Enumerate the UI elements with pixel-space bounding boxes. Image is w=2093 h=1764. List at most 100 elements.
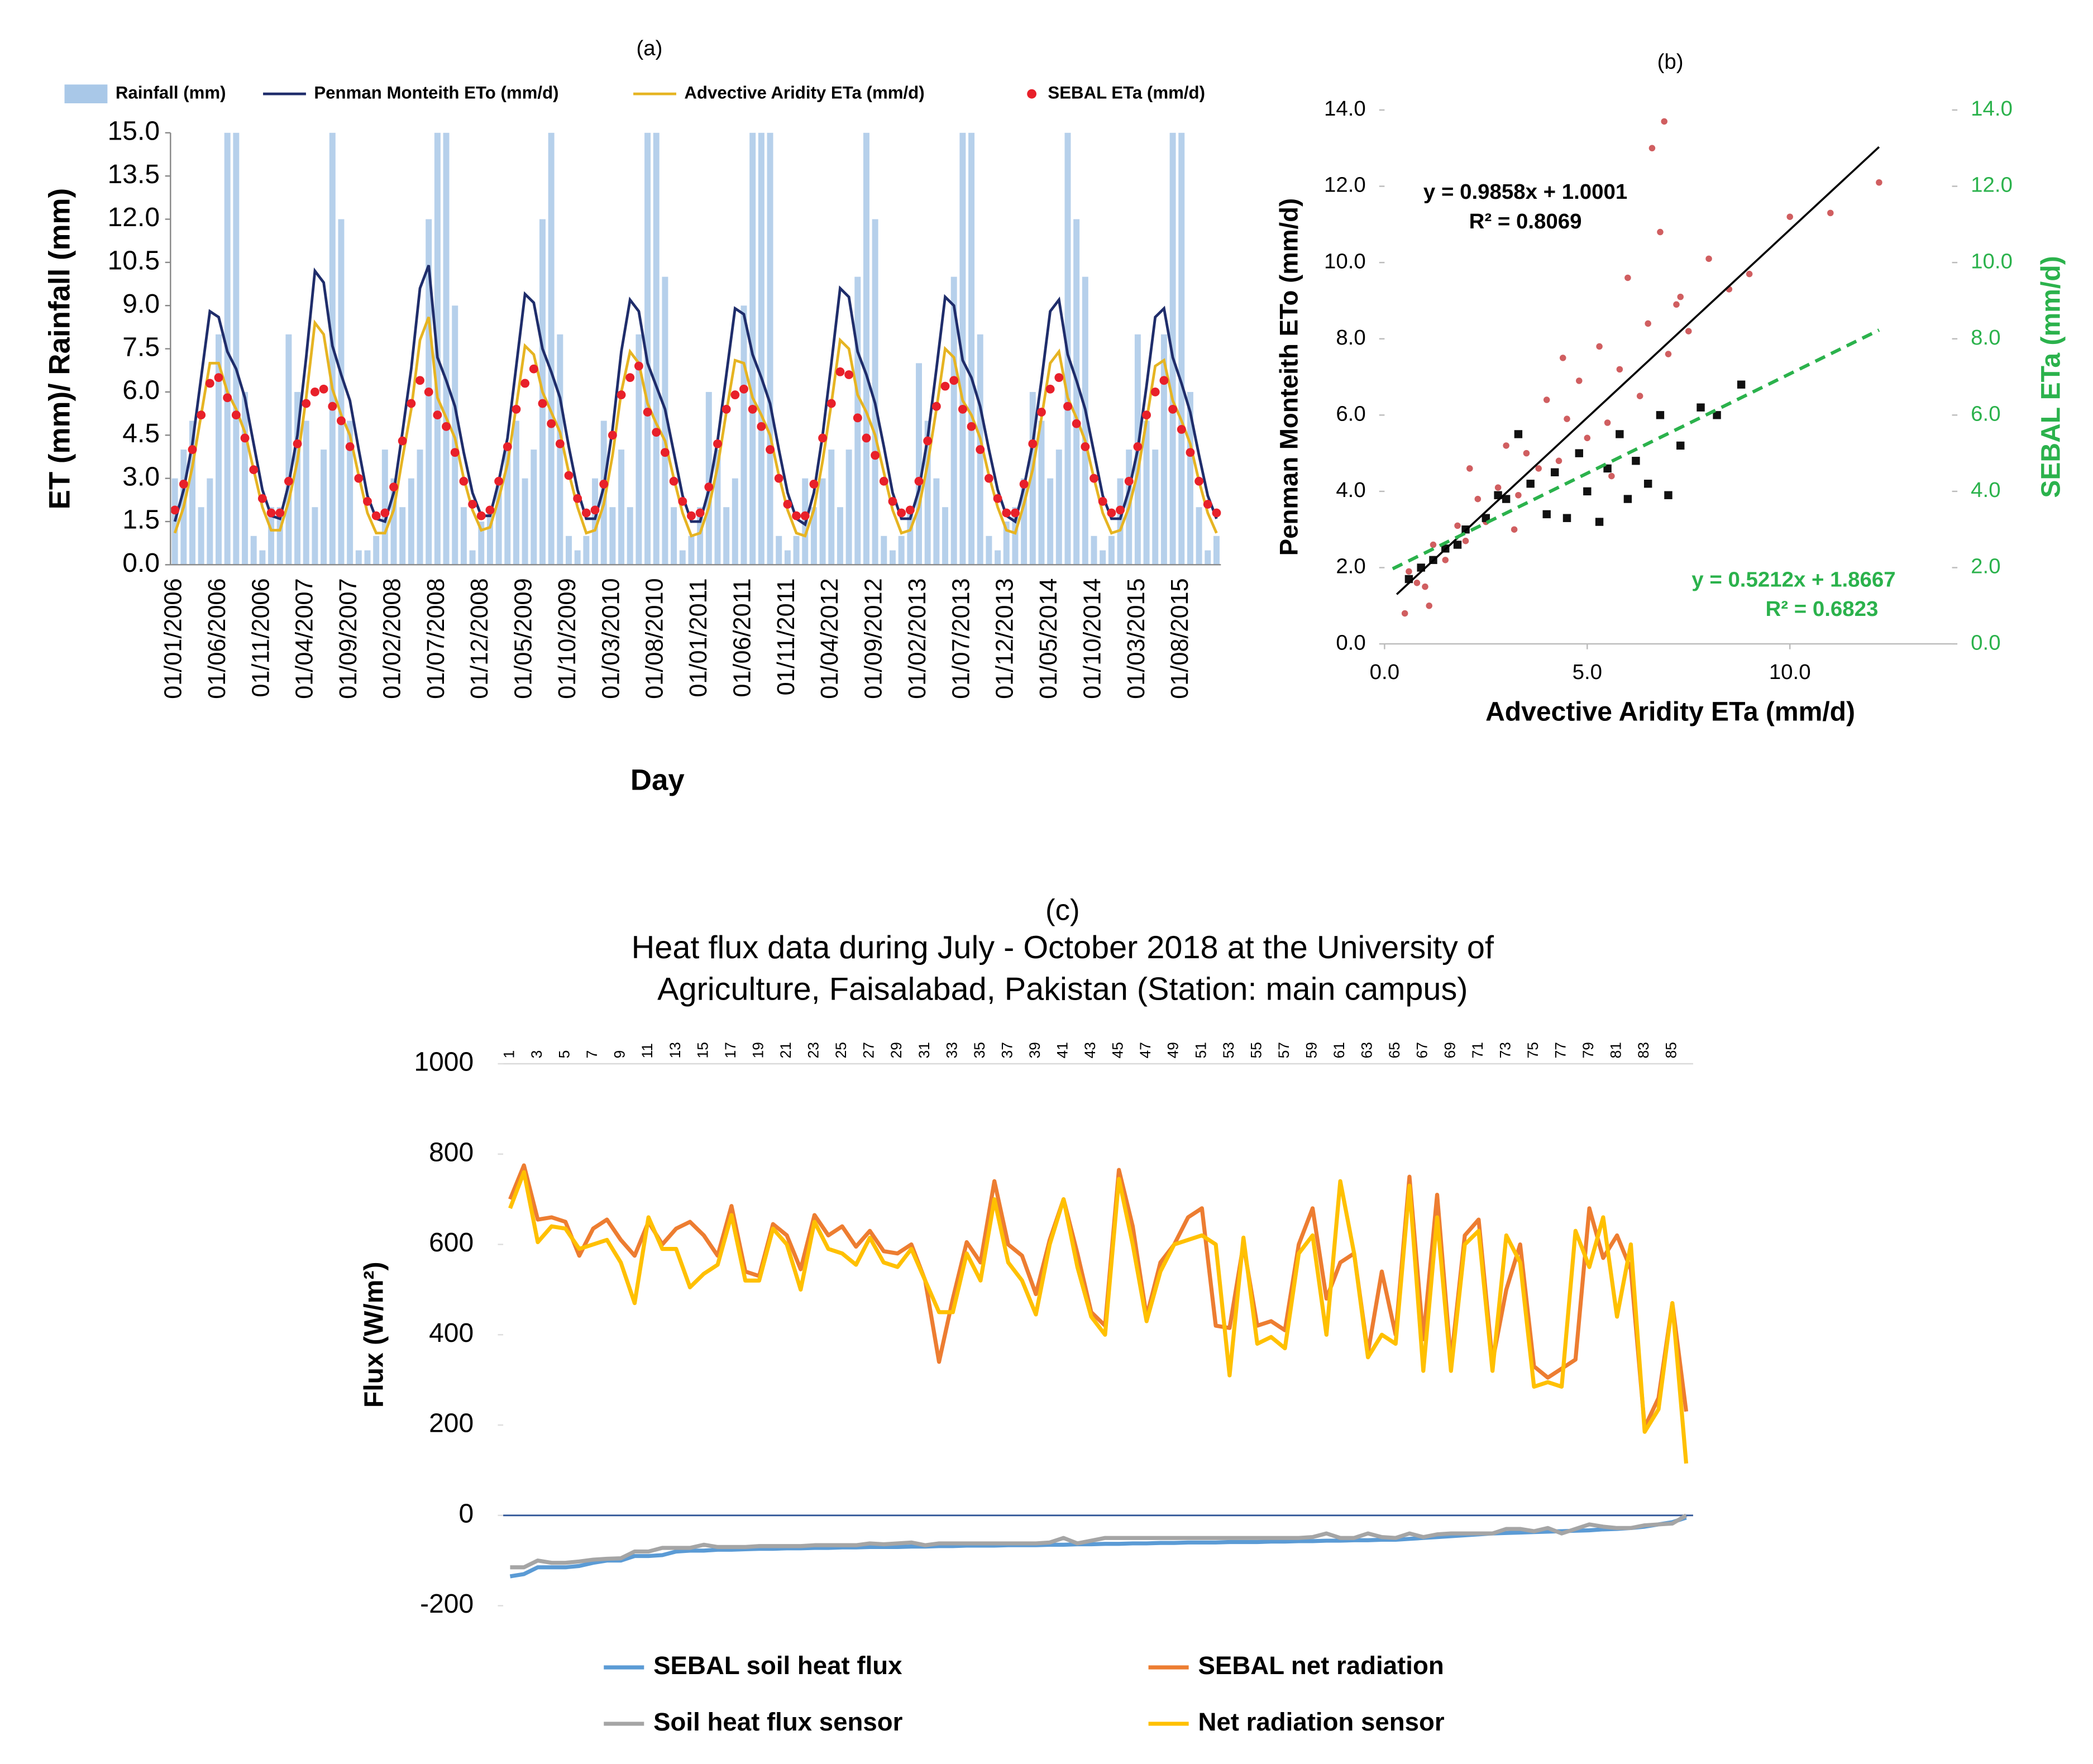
series-dot [844, 370, 854, 379]
rain-bar [679, 550, 686, 565]
y-tick-label: 1.5 [122, 505, 160, 535]
rain-bar [399, 507, 406, 565]
y-tick-label: 14.0 [1324, 97, 1366, 121]
series-dot [179, 480, 188, 489]
series-dot [407, 399, 416, 408]
point [1643, 480, 1652, 488]
series-dot [494, 476, 504, 486]
series-dot [748, 404, 757, 414]
y2-tick-label: 6.0 [1971, 401, 2000, 426]
y2-tick-label: 2.0 [1971, 554, 2000, 579]
rain-bar [408, 478, 414, 565]
rain-bar [216, 334, 222, 565]
rain-bar [723, 507, 730, 565]
series-dot [564, 471, 574, 480]
legend-label: SEBAL ETa (mm/d) [1048, 83, 1205, 102]
x-tick-label: 67 [1414, 1042, 1431, 1058]
x-tick-label: 49 [1165, 1042, 1182, 1058]
legend-swatch [1027, 89, 1036, 99]
y-tick-label: 9.0 [122, 289, 160, 319]
rain-bar [924, 420, 931, 565]
x-tick-label: 01/11/2011 [773, 578, 800, 695]
x-tick-label: 77 [1552, 1042, 1569, 1058]
point [1514, 430, 1523, 438]
x-tick-label: 01/10/2014 [1079, 578, 1106, 699]
x-tick-label: 01/12/2008 [466, 578, 493, 699]
rain-bar [574, 550, 581, 565]
series-dot [687, 511, 696, 520]
x-tick-label: 83 [1635, 1042, 1652, 1058]
x-tick-label: 37 [998, 1042, 1015, 1058]
rain-bar [268, 507, 275, 565]
point [1661, 118, 1667, 125]
y-tick-label: 15.0 [108, 117, 160, 146]
series-dot [669, 476, 678, 486]
x-tick-label: 01/04/2012 [816, 578, 843, 699]
series-dot [1045, 384, 1055, 394]
x-tick-label: 01/07/2013 [948, 578, 974, 699]
series-dot [923, 436, 933, 446]
series-dot [809, 480, 819, 489]
rain-bar [417, 450, 423, 565]
rain-bar [1205, 550, 1211, 565]
series-dot [721, 404, 731, 414]
rain-bar [1082, 276, 1088, 565]
x-tick-label: 51 [1192, 1042, 1209, 1058]
rain-bar [557, 334, 563, 565]
series-dot [1177, 425, 1186, 434]
rain-bar [285, 334, 292, 565]
point [1406, 568, 1412, 575]
point [1603, 464, 1612, 473]
series-dot [1037, 408, 1046, 417]
series-dot [608, 431, 617, 440]
rain-bar [1003, 522, 1010, 565]
series-dot [257, 494, 267, 503]
point [1542, 510, 1551, 519]
series-dot [442, 422, 451, 431]
series-dot [879, 476, 888, 486]
x-tick-label: 31 [916, 1042, 933, 1058]
series-dot [1019, 480, 1029, 489]
x-tick-label: 35 [971, 1042, 988, 1058]
series-dot [529, 364, 538, 374]
y-tick-label: 10.0 [1324, 249, 1366, 273]
x-axis-title: Advective Aridity ETa (mm/d) [1485, 697, 1855, 727]
series-dot [695, 508, 705, 518]
rain-bar [513, 420, 519, 565]
rain-bar [1073, 219, 1080, 565]
point [1656, 411, 1665, 419]
rain-bar [1213, 536, 1220, 565]
legend-label: Advective Aridity ETa (mm/d) [684, 83, 924, 102]
series-dot [415, 376, 424, 385]
x-tick-label: 01/01/2011 [685, 578, 712, 697]
rain-bar [688, 536, 695, 565]
rain-bar [609, 507, 616, 565]
rain-bar [1021, 478, 1028, 565]
y-tick-label: 0.0 [122, 548, 160, 578]
point [1453, 541, 1462, 549]
rain-bar [1117, 478, 1124, 565]
rain-bar [381, 450, 388, 565]
y-tick-label: 6.0 [1336, 401, 1365, 426]
series-dot [240, 433, 250, 443]
series-dot [1002, 508, 1011, 518]
series-dot [389, 482, 398, 492]
x-tick-label: 61 [1331, 1042, 1347, 1058]
point [1677, 293, 1684, 300]
x-tick-label: 41 [1054, 1042, 1071, 1058]
legend-label: SEBAL soil heat flux [653, 1651, 902, 1680]
y-tick-label: -200 [420, 1589, 474, 1619]
x-tick-label: 01/06/2011 [729, 578, 756, 697]
rain-bar [478, 522, 485, 565]
series-dot [1150, 388, 1160, 396]
x-tick-label: 01/09/2012 [861, 578, 887, 699]
series-dot [1011, 508, 1020, 518]
series-dot [573, 494, 582, 503]
point [1583, 487, 1592, 496]
rain-bar [697, 507, 704, 565]
point [1608, 472, 1615, 480]
series-dot [958, 404, 967, 414]
series-dot [818, 433, 828, 443]
x-tick-label: 01/07/2008 [423, 578, 450, 699]
rain-bar [740, 305, 747, 565]
